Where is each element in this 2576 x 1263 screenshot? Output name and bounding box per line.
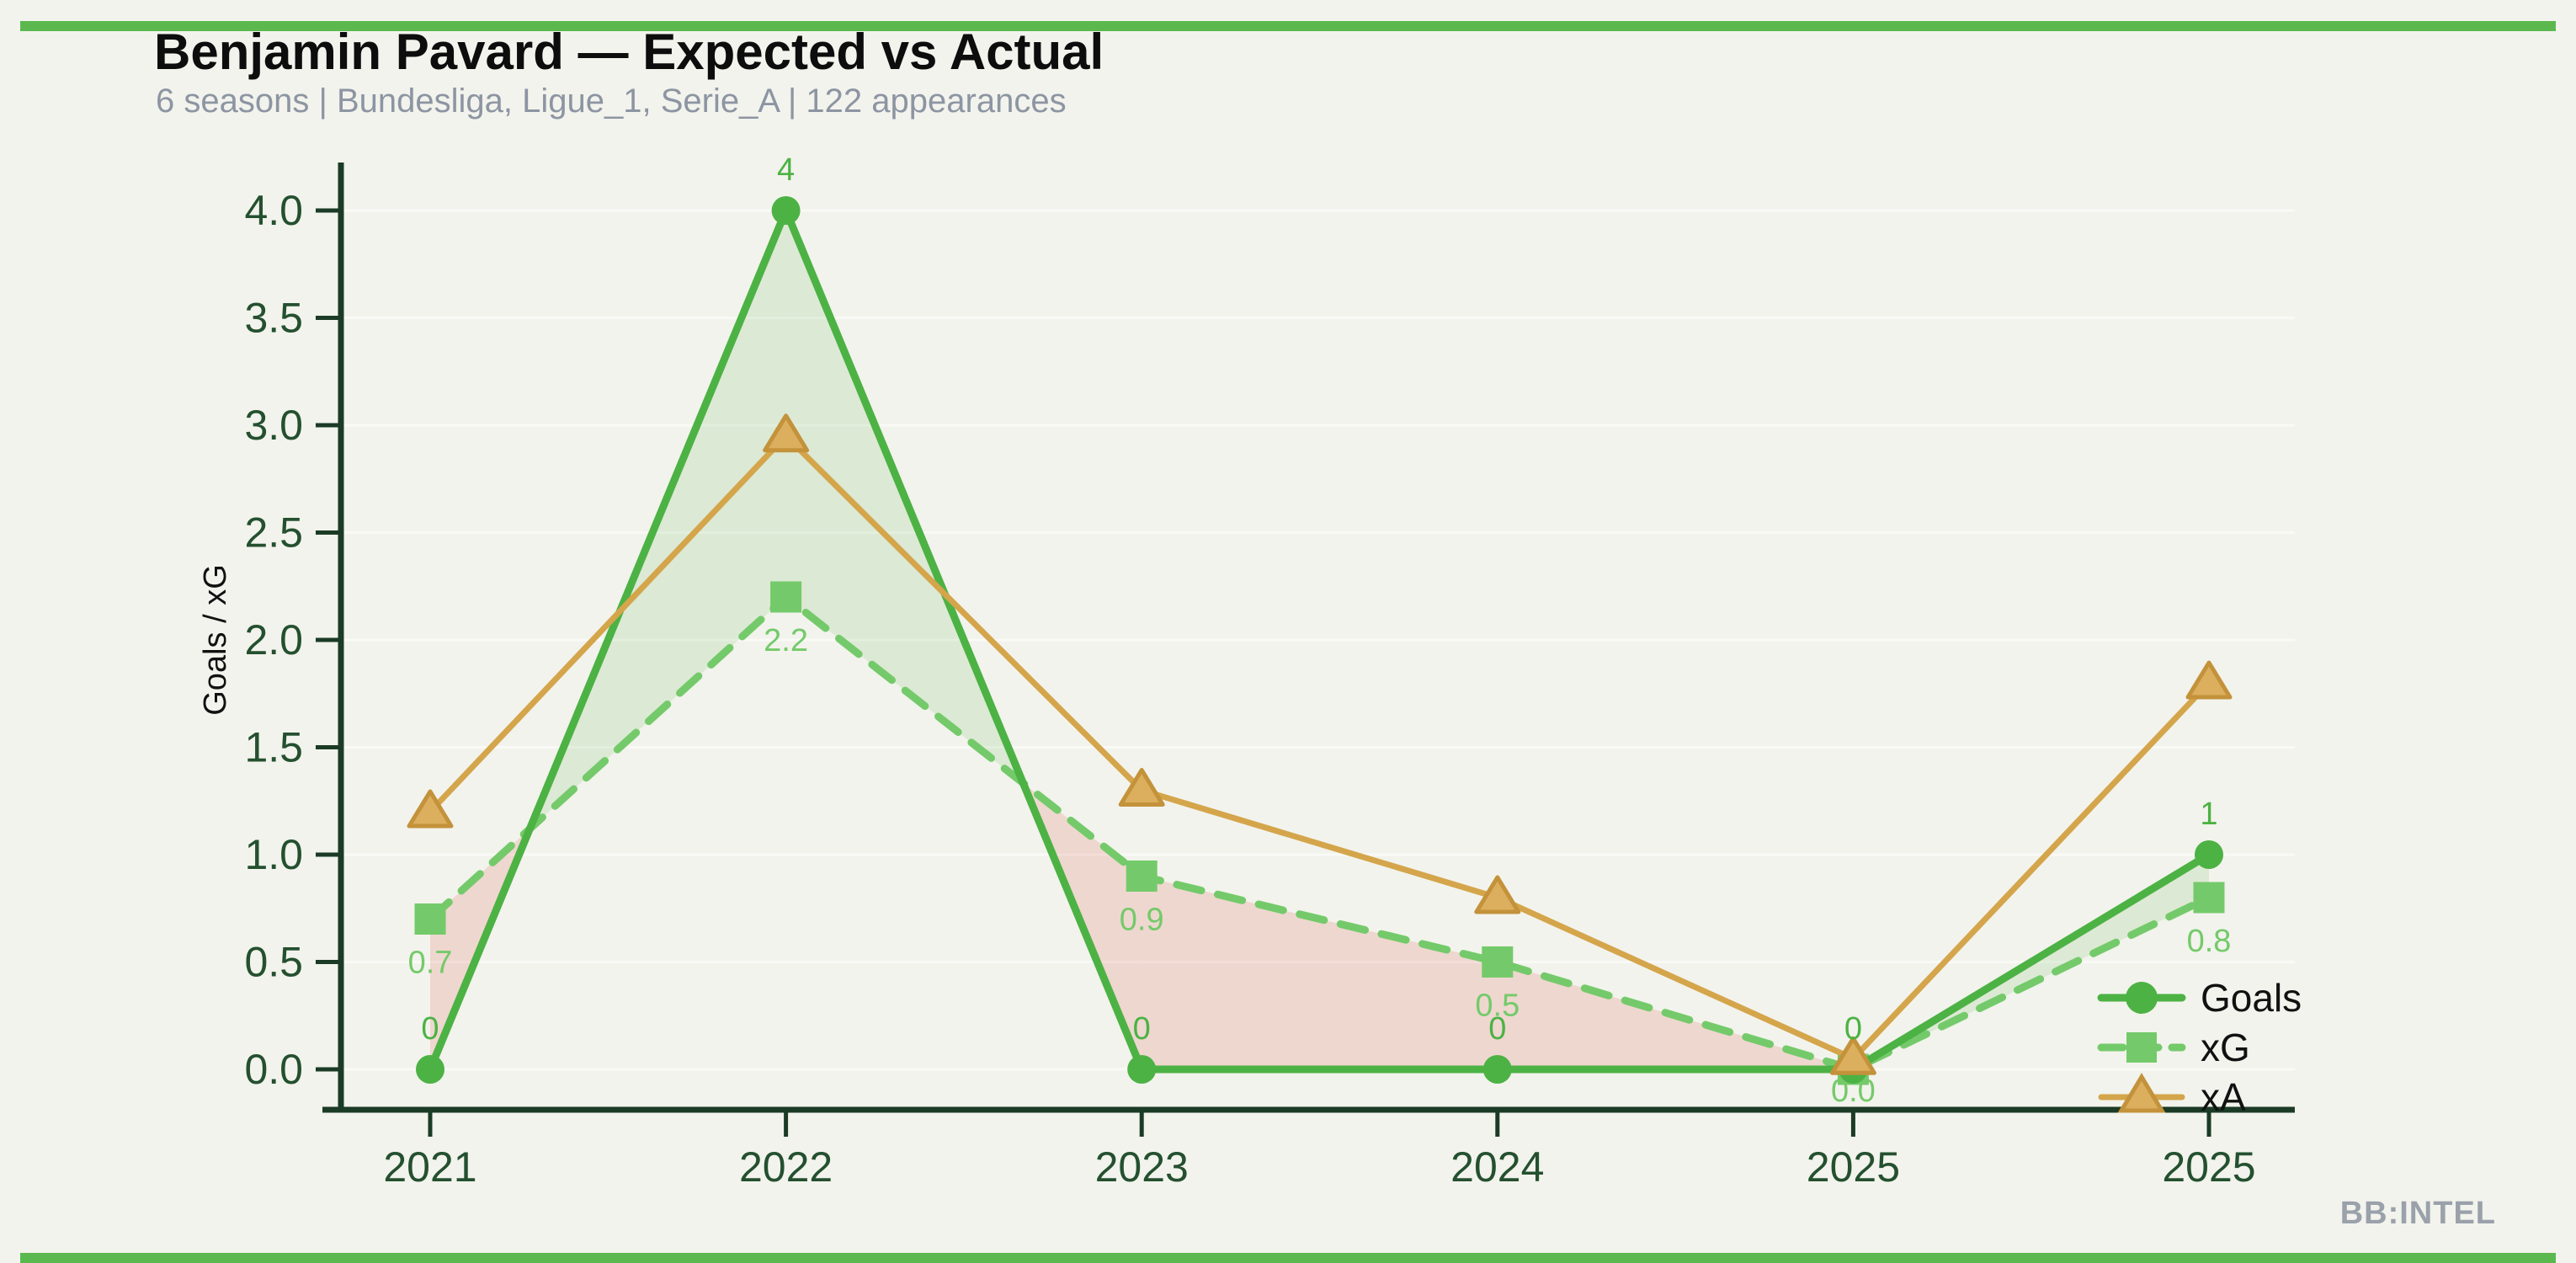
legend-label-xg: xG (2201, 1026, 2250, 1069)
xg-point-label: 0.9 (1120, 903, 1164, 938)
xa-marker (1829, 1036, 1876, 1075)
goals-point-label: 4 (777, 152, 795, 188)
xg-point-label: 0.0 (1831, 1074, 1876, 1109)
fill-region-negative (1142, 876, 1498, 1069)
page-subtitle: 6 seasons | Bundesliga, Ligue_1, Serie_A… (156, 83, 1067, 120)
goals-point-label: 0 (1133, 1011, 1151, 1047)
goals-line (426, 206, 2213, 1074)
y-tick-label: 2.0 (244, 616, 303, 663)
xg-marker (2193, 882, 2225, 914)
y-axis-title: Goals / xG (198, 564, 233, 716)
top-accent-bar (20, 21, 2556, 31)
xg-point-label: 0.7 (408, 946, 453, 981)
y-tick-label: 3.5 (244, 295, 303, 342)
goals-marker (771, 196, 801, 225)
bottom-accent-bar (20, 1253, 2556, 1263)
xa-marker (1474, 875, 1521, 914)
xg-point-label: 0.8 (2187, 924, 2232, 959)
xa-marker (407, 789, 454, 829)
xa-marker (2185, 660, 2233, 700)
goals-point-label: 0 (1488, 1011, 1506, 1047)
x-tick-label: 2022 (739, 1143, 833, 1191)
goals-point-label: 0 (1844, 1011, 1862, 1047)
y-tick-label: 0.5 (244, 939, 303, 986)
goals-marker (1127, 1055, 1157, 1084)
legend-item-goals: Goals (2097, 976, 2302, 1020)
legend-item-xa: xA (2098, 1073, 2246, 1119)
y-tick-label: 2.5 (244, 509, 303, 557)
legend-circle-icon (2126, 982, 2158, 1014)
watermark-label: BB:INTEL (2339, 1196, 2496, 1231)
xa-line (427, 433, 2212, 1062)
legend-label-goals: Goals (2201, 976, 2302, 1020)
x-tick-label: 2025 (1807, 1143, 1900, 1191)
xg-marker (1126, 861, 1158, 892)
x-tick-label: 2021 (383, 1143, 476, 1191)
y-tick-label: 1.5 (244, 724, 303, 771)
legend-square-icon (2126, 1032, 2157, 1063)
legend-triangle-icon (2117, 1073, 2166, 1113)
xg-marker (1482, 946, 1514, 978)
goals-point-label: 1 (2200, 797, 2217, 832)
xg-point-label: 2.2 (764, 623, 808, 658)
legend-item-xg: xG (2097, 1026, 2250, 1069)
goals-marker (1482, 1055, 1512, 1084)
y-tick-label: 1.0 (244, 831, 303, 878)
x-tick-label: 2023 (1095, 1143, 1189, 1191)
x-tick-label: 2025 (2162, 1143, 2255, 1191)
goals-point-label: 0 (421, 1011, 439, 1047)
y-tick-label: 4.0 (244, 187, 303, 234)
xa-marker (763, 413, 810, 453)
goals-marker (2195, 840, 2223, 869)
xa-marker (1118, 768, 1165, 807)
page-title: Benjamin Pavard — Expected vs Actual (154, 24, 1104, 80)
y-tick-label: 3.0 (244, 402, 303, 449)
legend-label-xa: xA (2201, 1075, 2246, 1119)
xg-marker (770, 581, 802, 613)
goals-marker (416, 1055, 444, 1084)
x-tick-label: 2024 (1450, 1143, 1544, 1191)
y-tick-label: 0.0 (244, 1046, 303, 1093)
legend: Goals xG xA (2097, 976, 2302, 1119)
xg-marker (414, 903, 446, 935)
xg-line (426, 593, 2213, 1074)
xg-point-label: 0.5 (1475, 989, 1520, 1024)
